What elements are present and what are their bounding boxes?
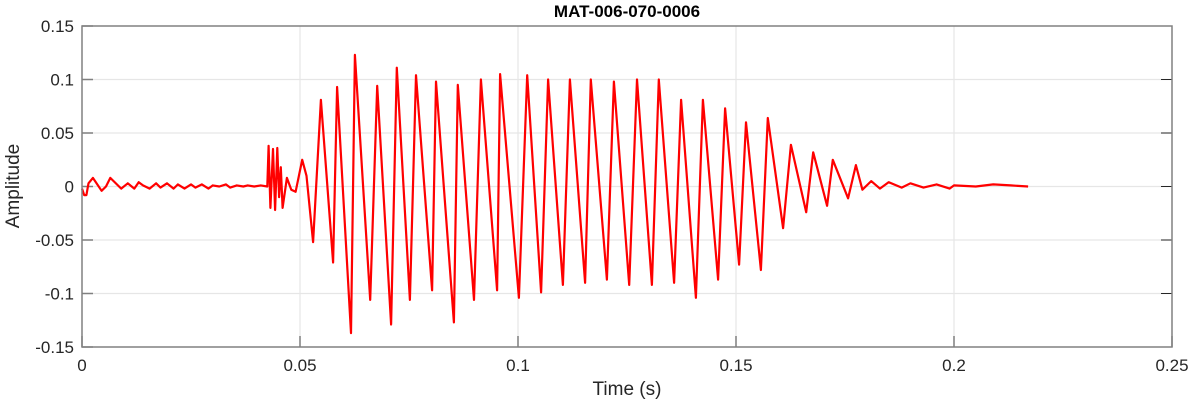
y-tick-label: 0.05 [41,124,74,143]
y-tick-label: 0.1 [50,71,74,90]
y-axis-label: Amplitude [3,144,24,229]
y-tick-label: -0.05 [35,231,74,250]
y-tick-label: 0.15 [41,17,74,36]
y-tick-label: -0.15 [35,338,74,357]
waveform-line [80,53,1029,335]
x-tick-label: 0.1 [506,356,530,375]
x-tick-label: 0 [77,356,86,375]
x-tick-label: 0.15 [719,356,752,375]
chart-title: MAT-006-070-0006 [554,2,700,21]
x-tick-label: 0.25 [1155,356,1188,375]
y-tick-label: -0.1 [45,285,74,304]
x-tick-label: 0.2 [942,356,966,375]
x-tick-label: 0.05 [283,356,316,375]
x-axis-label: Time (s) [593,379,662,400]
y-tick-label: 0 [65,178,74,197]
plot-box [81,25,1173,348]
